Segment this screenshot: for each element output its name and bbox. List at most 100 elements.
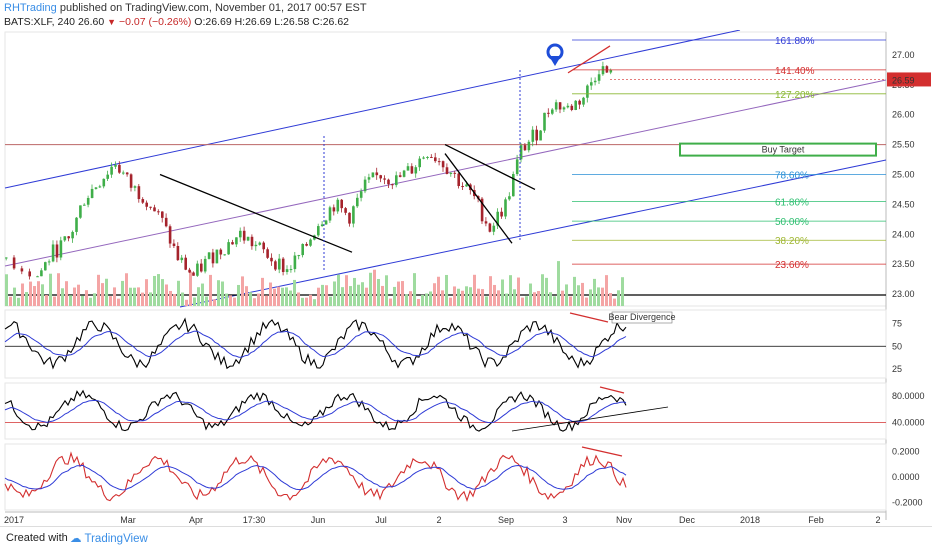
candle-body bbox=[254, 244, 258, 247]
volume-bar bbox=[517, 277, 520, 306]
time-tick-label: Apr bbox=[189, 515, 203, 525]
candle-body bbox=[398, 175, 402, 177]
volume-bar bbox=[149, 292, 152, 306]
candle-body bbox=[379, 175, 382, 179]
volume-bar bbox=[145, 279, 148, 306]
candle-body bbox=[437, 161, 441, 163]
volume-bar bbox=[461, 290, 464, 306]
down-arrow-icon: ▼ bbox=[107, 17, 117, 27]
candle-body bbox=[137, 186, 141, 200]
candle-body bbox=[196, 263, 199, 276]
volume-bar bbox=[73, 287, 76, 306]
candle-body bbox=[239, 230, 242, 238]
candle-body bbox=[184, 257, 187, 270]
candle-body bbox=[457, 173, 460, 187]
volume-bar bbox=[541, 274, 544, 306]
volume-bar bbox=[281, 287, 284, 306]
price-tick-label: 23.50 bbox=[892, 259, 915, 269]
volume-bar bbox=[585, 297, 588, 306]
buy-target-box bbox=[679, 142, 877, 157]
volume-bar bbox=[445, 274, 448, 306]
candle-body bbox=[106, 174, 109, 179]
tradingview-logo[interactable]: ☁ TradingView bbox=[70, 531, 148, 545]
volume-bar bbox=[317, 287, 320, 306]
price-chart[interactable]: 27.0026.5026.0025.5025.0024.5024.0023.50… bbox=[0, 30, 932, 526]
fib-level-label: 38.20% bbox=[775, 236, 809, 247]
volume-bar bbox=[333, 281, 336, 306]
time-tick-label: 2 bbox=[875, 515, 880, 525]
volume-bar bbox=[477, 288, 480, 306]
volume-bar bbox=[253, 298, 256, 306]
volume-bar bbox=[309, 294, 312, 306]
volume-bar bbox=[337, 274, 340, 306]
author-link[interactable]: RHTrading bbox=[4, 2, 57, 14]
volume-bar bbox=[469, 287, 472, 306]
oscillator-1-pane: 75 50 25 Bear Divergence bbox=[4, 309, 902, 379]
fib-level-label: 78.60% bbox=[775, 170, 809, 181]
candle-body bbox=[356, 197, 359, 207]
volume-bar bbox=[533, 292, 536, 306]
candle-body bbox=[426, 156, 429, 158]
volume-bar bbox=[49, 273, 52, 306]
candle-body bbox=[461, 186, 464, 188]
candle-body bbox=[445, 167, 449, 174]
candle-body bbox=[547, 112, 550, 114]
volume-bar bbox=[365, 287, 368, 306]
volume-bar bbox=[505, 293, 508, 306]
volume-bar bbox=[369, 272, 372, 306]
volume-bar bbox=[301, 297, 304, 306]
candle-body bbox=[12, 257, 16, 269]
volume-bar bbox=[621, 277, 624, 306]
volume-bar bbox=[161, 279, 164, 306]
volume-bar bbox=[617, 290, 620, 306]
candle-body bbox=[285, 269, 289, 272]
candle-body bbox=[371, 172, 375, 178]
candle-body bbox=[262, 242, 265, 250]
price-tick-label: 25.00 bbox=[892, 169, 915, 179]
volume-bar bbox=[173, 293, 176, 306]
volume-bar bbox=[569, 296, 572, 306]
volume-bar bbox=[381, 285, 384, 306]
candle-body bbox=[153, 207, 156, 212]
volume-bar bbox=[273, 288, 276, 306]
candle-body bbox=[488, 223, 492, 232]
price-change: −0.07 (−0.26%) bbox=[118, 16, 192, 28]
volume-bar bbox=[9, 296, 12, 306]
candle-body bbox=[250, 236, 254, 247]
volume-bar bbox=[5, 274, 8, 306]
price-tick-label: 24.00 bbox=[892, 229, 915, 239]
volume-bar bbox=[413, 273, 416, 306]
volume-bar bbox=[233, 297, 236, 306]
volume-bar bbox=[425, 293, 428, 306]
candle-body bbox=[574, 100, 577, 110]
volume-bar bbox=[433, 283, 436, 306]
candle-body bbox=[227, 242, 230, 255]
volume-bar bbox=[17, 297, 20, 306]
candle-body bbox=[40, 270, 43, 277]
time-tick-label: Jul bbox=[375, 515, 387, 525]
divergence-line-osc3 bbox=[581, 446, 623, 457]
volume-bar bbox=[473, 274, 476, 306]
volume-bar bbox=[169, 290, 172, 306]
volume-bar bbox=[465, 286, 468, 306]
candle-body bbox=[281, 258, 285, 272]
candle-body bbox=[566, 105, 570, 108]
candle-body bbox=[410, 166, 414, 174]
volume-bar bbox=[237, 284, 240, 306]
volume-bar bbox=[553, 296, 556, 306]
candle-body bbox=[484, 221, 488, 224]
candle-body bbox=[71, 231, 74, 239]
candle-body bbox=[270, 257, 273, 262]
volume-bar bbox=[249, 292, 252, 306]
volume-bar bbox=[361, 282, 364, 306]
candle-body bbox=[301, 243, 304, 256]
volume-bar bbox=[321, 284, 324, 306]
candle-body bbox=[274, 261, 277, 270]
volume-bar bbox=[501, 279, 504, 306]
candle-body bbox=[320, 224, 324, 227]
candle-body bbox=[367, 177, 371, 180]
volume-bar bbox=[213, 299, 216, 306]
fib-level-label: 161.80% bbox=[775, 36, 815, 47]
candle-body bbox=[605, 66, 609, 73]
candle-body bbox=[207, 252, 211, 259]
